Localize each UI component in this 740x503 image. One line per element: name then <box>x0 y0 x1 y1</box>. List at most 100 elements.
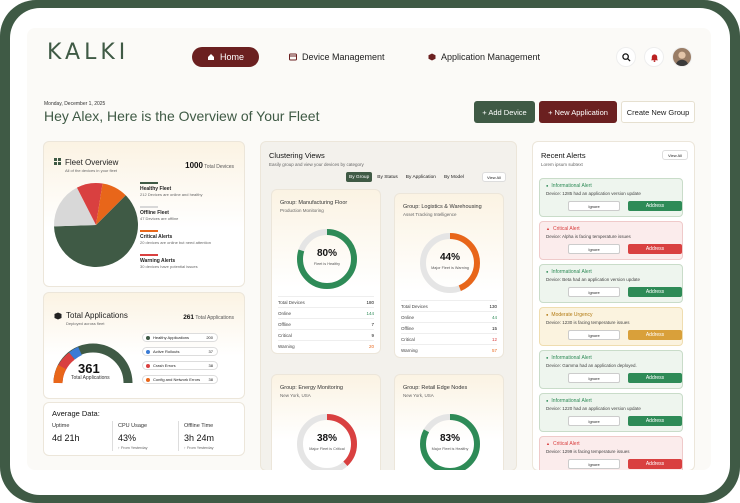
clustering-card: Clustering Views Easily group and view y… <box>260 141 517 470</box>
average-value: 43% <box>118 433 137 443</box>
cluster-group-card[interactable]: Group: Manufacturing Floor Production Mon… <box>271 189 381 354</box>
fleet-legend-item: Warning Alerts 30 devices have potential … <box>140 254 198 269</box>
address-button[interactable]: Address <box>628 287 682 297</box>
group-stat-row: Offline 7 <box>278 318 374 329</box>
ignore-button[interactable]: Ignore <box>568 287 620 297</box>
alert-title: Critical Alert <box>552 226 580 232</box>
average-value: 3h 24m <box>184 433 215 443</box>
stat-value: 180 <box>366 299 374 305</box>
cluster-group-card[interactable]: Group: Energy Monitoring New York, USA 38%… <box>271 374 381 470</box>
kalki-logo: KALKI <box>47 40 130 65</box>
group-donut-gauge <box>297 414 357 470</box>
pill-label: Config and Network Errors <box>153 377 201 382</box>
alert-title: Informational Alert <box>551 183 592 189</box>
clustering-view-all-button[interactable]: View All <box>482 172 506 182</box>
nav-application-label: Application Management <box>441 52 541 62</box>
applications-center-label: Total Applications <box>71 375 110 381</box>
group-stat-row: Warning 57 <box>401 344 497 355</box>
legend-swatch <box>140 254 158 256</box>
new-application-button[interactable]: + New Application <box>539 101 617 123</box>
average-sub: ↑ From Yesterday <box>184 446 214 450</box>
address-button[interactable]: Address <box>628 244 682 254</box>
ignore-button[interactable]: Ignore <box>568 459 620 469</box>
stat-label: Total Devices <box>401 303 428 309</box>
alerts-view-all-button[interactable]: View All <box>662 150 688 160</box>
cluster-tab[interactable]: By Status <box>377 174 398 180</box>
status-dot <box>146 335 150 340</box>
notifications-button[interactable] <box>644 47 664 67</box>
pill-label: Healthy Applications <box>153 335 190 340</box>
address-button[interactable]: Address <box>628 201 682 211</box>
cluster-tab[interactable]: By Group <box>346 172 373 182</box>
address-button[interactable]: Address <box>628 373 682 383</box>
fleet-legend-item: Offline Fleet 47 Devices are offline <box>140 206 178 221</box>
cluster-group-card[interactable]: Group: Retail Edge Nodes New York, USA 83%… <box>394 374 504 470</box>
address-button[interactable]: Address <box>628 330 682 340</box>
grid-icon <box>54 158 61 165</box>
group-percent-label: Major Fleet is Healthy <box>431 447 469 451</box>
pill-value: 37 <box>208 349 213 354</box>
address-button[interactable]: Address <box>628 416 682 426</box>
applications-card: Total Applications Deployed across fleet… <box>43 292 245 399</box>
ignore-button[interactable]: Ignore <box>568 373 620 383</box>
stat-value: 15 <box>491 325 497 331</box>
applications-center-number: 361 <box>78 361 100 376</box>
cluster-tab[interactable]: By Model <box>443 174 464 180</box>
legend-label: Offline Fleet <box>140 210 169 216</box>
fleet-pie-chart <box>54 183 139 267</box>
application-status-pill[interactable]: Config and Network Errors 38 <box>142 375 218 384</box>
add-device-button[interactable]: + Add Device <box>474 101 535 123</box>
alert-header: ● Informational Alert <box>546 355 676 361</box>
ignore-button[interactable]: Ignore <box>568 244 620 254</box>
user-avatar[interactable] <box>672 47 692 67</box>
applications-subtitle: Deployed across fleet <box>66 321 105 326</box>
application-status-pill[interactable]: Crash Errors 38 <box>142 361 218 370</box>
application-status-pill[interactable]: Active Rollouts 37 <box>142 347 218 356</box>
address-button[interactable]: Address <box>628 459 682 469</box>
create-group-button[interactable]: Create New Group <box>621 101 695 123</box>
fleet-total-number: 1000 <box>185 161 203 170</box>
alert-header: ▲ Critical Alert <box>546 226 676 232</box>
nav-device-management[interactable]: Device Management <box>289 47 385 67</box>
pie-slice <box>76 183 103 225</box>
stat-label: Critical <box>401 336 415 342</box>
stat-value: 20 <box>368 343 374 349</box>
group-stat-row: Total Devices 130 <box>401 300 497 311</box>
ignore-button[interactable]: Ignore <box>568 330 620 340</box>
applications-total-label: Total Applications <box>195 315 234 321</box>
stat-value: 57 <box>491 347 497 353</box>
alert-header: ● Moderate Urgency <box>546 312 676 318</box>
alert-header: ● Informational Alert <box>546 269 676 275</box>
average-title: Average Data: <box>52 409 100 418</box>
info-icon: ● <box>546 398 549 403</box>
application-status-pill[interactable]: Healthy Applications 200 <box>142 333 218 342</box>
device-icon <box>289 53 297 61</box>
legend-label: Healthy Fleet <box>140 186 172 192</box>
cluster-tab[interactable]: By Application <box>405 174 436 180</box>
ignore-button[interactable]: Ignore <box>568 201 620 211</box>
fleet-legend-item: Critical Alerts 20 devices are online but… <box>140 230 211 245</box>
legend-label: Critical Alerts <box>140 234 173 240</box>
pill-label: Crash Errors <box>153 363 176 368</box>
cluster-group-card[interactable]: Group: Logistics & Warehousing Asset Trac… <box>394 193 504 358</box>
ignore-button[interactable]: Ignore <box>568 416 620 426</box>
stat-value: 7 <box>371 321 374 327</box>
legend-desc: 20 devices are online but need attention <box>140 240 211 245</box>
pill-value: 200 <box>206 335 213 340</box>
search-button[interactable] <box>616 47 636 67</box>
group-percent-label: Major Fleet is Warning <box>431 266 469 270</box>
current-date: Monday, December 1, 2025 <box>44 101 106 107</box>
alert-title: Informational Alert <box>551 398 592 404</box>
divider <box>178 421 179 451</box>
clustering-title: Clustering Views <box>269 151 325 160</box>
nav-home[interactable]: Home <box>192 47 259 67</box>
legend-swatch <box>140 206 158 208</box>
alert-item: ▲ Critical Alert Device: 1299 is facing te… <box>539 436 683 470</box>
group-title: Group: Logistics & Warehousing <box>403 204 482 210</box>
group-percent: 80% <box>316 248 337 259</box>
alert-title: Critical Alert <box>552 441 580 447</box>
alert-description: Device: Beta had an application version … <box>546 277 641 282</box>
home-icon <box>207 53 215 61</box>
nav-application-management[interactable]: Application Management <box>428 47 540 67</box>
group-percent-label: Fleet is Healthy <box>313 262 341 266</box>
